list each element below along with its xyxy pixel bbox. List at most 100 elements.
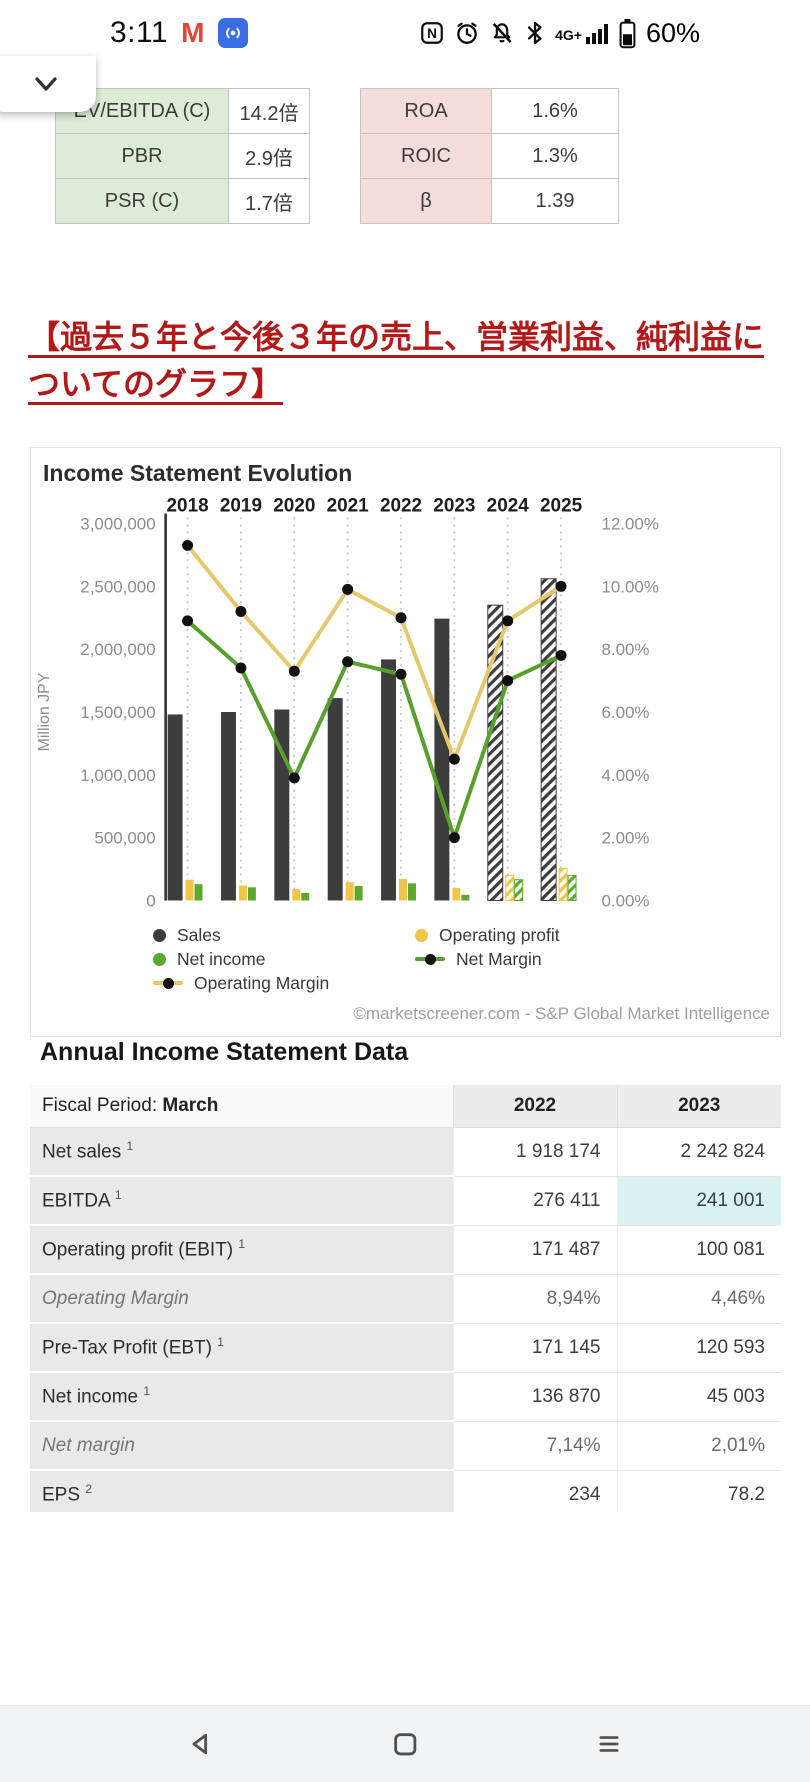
annual-cell-operating-margin-2022: 8,94% xyxy=(452,1274,617,1324)
footnote-marker: 1 xyxy=(114,1188,122,1203)
legend-label: Sales xyxy=(177,925,221,945)
svg-text:0.00%: 0.00% xyxy=(601,891,649,910)
alarm-icon xyxy=(454,20,480,46)
navigation-bar xyxy=(0,1705,810,1782)
chart-card: Income Statement Evolution 2018 2019 2020 2… xyxy=(30,447,781,1037)
valuation-value: 1.7倍 xyxy=(228,178,310,224)
annual-cell-net-margin-2023: 2,01% xyxy=(616,1421,781,1471)
chart-legend: Sales Operating profit Net income Net Margi… xyxy=(153,924,780,994)
valuation-label: PSR (C) xyxy=(55,178,229,224)
annual-row-operating-margin: Operating Margin 8,94% 4,46% xyxy=(30,1274,781,1324)
annual-row-label: Operating Margin xyxy=(30,1274,453,1324)
annual-row-label: Net income 1 xyxy=(30,1372,453,1422)
svg-text:2021: 2021 xyxy=(327,496,369,517)
back-icon xyxy=(192,1733,208,1755)
fiscal-period-label: Fiscal Period: xyxy=(42,1094,158,1116)
svg-text:N: N xyxy=(427,26,437,41)
legend-swatch-line xyxy=(415,953,445,965)
cast-icon xyxy=(217,18,248,48)
annual-cell-net-sales-2023: 2 242 824 xyxy=(616,1127,781,1177)
svg-text:1,000,000: 1,000,000 xyxy=(80,766,155,785)
annual-cell-operating-profit-ebit-2022: 171 487 xyxy=(452,1225,617,1275)
fiscal-period-header: Fiscal Period: March xyxy=(30,1085,453,1128)
svg-text:6.00%: 6.00% xyxy=(601,703,649,722)
annual-row-label: EPS 2 xyxy=(30,1470,453,1512)
footnote-marker: 1 xyxy=(238,1237,246,1252)
svg-text:Million JPY: Million JPY xyxy=(36,672,53,751)
valuation-label: PBR xyxy=(55,133,229,179)
legend-swatch-line xyxy=(153,977,183,989)
annual-row-label: Net sales 1 xyxy=(30,1127,453,1177)
svg-text:2025: 2025 xyxy=(540,496,582,517)
income-statement-chart: 2018 2019 2020 2021 2022 2023 2024 2025 3,000,00… xyxy=(31,489,780,922)
column-header-2022: 2022 xyxy=(452,1085,617,1128)
annual-row-net-income: Net income 1 136 870 45 003 xyxy=(30,1372,781,1422)
annual-cell-net-income-2022: 136 870 xyxy=(452,1372,617,1422)
legend-label: Net income xyxy=(177,949,266,969)
chart-copyright: ©marketscreener.com - S&P Global Market … xyxy=(353,1004,770,1023)
svg-text:8.00%: 8.00% xyxy=(601,640,649,659)
legend-label: Operating profit xyxy=(439,925,560,945)
profitability-table: ROA 1.6% ROIC 1.3% β 1.39 xyxy=(360,88,619,224)
profitability-label: β xyxy=(360,178,492,224)
valuation-value: 2.9倍 xyxy=(228,133,310,179)
annual-cell-net-margin-2022: 7,14% xyxy=(452,1421,617,1471)
bluetooth-icon xyxy=(524,20,546,46)
annual-row-operating-profit-ebit: Operating profit (EBIT) 1 171 487 100 081 xyxy=(30,1225,781,1275)
home-button[interactable] xyxy=(383,1722,427,1766)
ratio-tables-section: EV/EBITDA (C) 14.2倍 PBR 2.9倍 PSR (C) 1.7… xyxy=(55,88,755,228)
annual-cell-ebitda-2022: 276 411 xyxy=(452,1176,617,1226)
cast-glyph xyxy=(225,27,240,39)
chart-svg: 2018 2019 2020 2021 2022 2023 2024 2025 3,000,00… xyxy=(36,496,659,911)
annual-table-title: Annual Income Statement Data xyxy=(40,1038,409,1066)
svg-text:2018: 2018 xyxy=(167,496,209,517)
svg-text:3,000,000: 3,000,000 xyxy=(80,514,155,533)
annual-cell-pre-tax-profit-ebt-2022: 171 145 xyxy=(452,1323,617,1373)
status-bar: 3:11 M N xyxy=(0,0,810,62)
recents-menu-button[interactable] xyxy=(587,1722,631,1766)
clock: 3:11 xyxy=(110,16,169,49)
annual-row-label: Net margin xyxy=(30,1421,453,1471)
profitability-row-: β 1.39 xyxy=(360,178,619,224)
svg-text:2,000,000: 2,000,000 xyxy=(80,640,155,659)
status-bar-left: 3:11 M xyxy=(110,16,248,50)
profitability-row-roa: ROA 1.6% xyxy=(360,88,619,134)
annual-cell-net-sales-2022: 1 918 174 xyxy=(452,1127,617,1177)
svg-text:2022: 2022 xyxy=(380,496,422,517)
profitability-label: ROA xyxy=(360,88,492,134)
annual-row-label: Operating profit (EBIT) 1 xyxy=(30,1225,453,1275)
legend-label: Net Margin xyxy=(456,949,542,969)
profitability-value: 1.3% xyxy=(491,133,619,179)
footnote-marker: 1 xyxy=(126,1139,134,1154)
profitability-value: 1.39 xyxy=(491,178,619,224)
legend-item-operating-profit: Operating profit xyxy=(415,924,780,946)
annual-cell-operating-margin-2023: 4,46% xyxy=(616,1274,781,1324)
annual-row-ebitda: EBITDA 1 276 411 241 001 xyxy=(30,1176,781,1226)
gmail-icon: M xyxy=(181,17,205,48)
annual-row-label: Pre-Tax Profit (EBT) 1 xyxy=(30,1323,453,1373)
annual-row-net-margin: Net margin 7,14% 2,01% xyxy=(30,1421,781,1471)
annual-cell-eps-2023: 78.2 xyxy=(616,1470,781,1512)
svg-text:12.00%: 12.00% xyxy=(601,514,658,533)
svg-text:2024: 2024 xyxy=(487,496,530,517)
annual-cell-net-income-2023: 45 003 xyxy=(616,1372,781,1422)
footnote-marker: 1 xyxy=(143,1384,151,1399)
svg-text:2,500,000: 2,500,000 xyxy=(80,577,155,596)
column-header-2023: 2023 xyxy=(616,1085,781,1128)
back-button[interactable] xyxy=(179,1722,223,1766)
annual-cell-eps-2022: 234 xyxy=(452,1470,617,1512)
svg-text:1,500,000: 1,500,000 xyxy=(80,703,155,722)
legend-label: Operating Margin xyxy=(194,973,330,993)
legend-swatch-dot xyxy=(153,952,166,966)
valuation-value: 14.2倍 xyxy=(228,88,310,134)
legend-item-operating-margin: Operating Margin xyxy=(153,972,415,994)
legend-item-net-income: Net income xyxy=(153,948,415,970)
home-icon xyxy=(394,1733,417,1756)
annual-header-row: Fiscal Period: March 2022 2023 xyxy=(30,1085,781,1128)
collapse-button[interactable] xyxy=(0,56,96,112)
fiscal-period-value: March xyxy=(162,1094,219,1116)
svg-text:500,000: 500,000 xyxy=(94,829,155,848)
profitability-label: ROIC xyxy=(360,133,492,179)
svg-text:10.00%: 10.00% xyxy=(601,577,658,596)
valuation-row-pbr: PBR 2.9倍 xyxy=(55,133,310,179)
